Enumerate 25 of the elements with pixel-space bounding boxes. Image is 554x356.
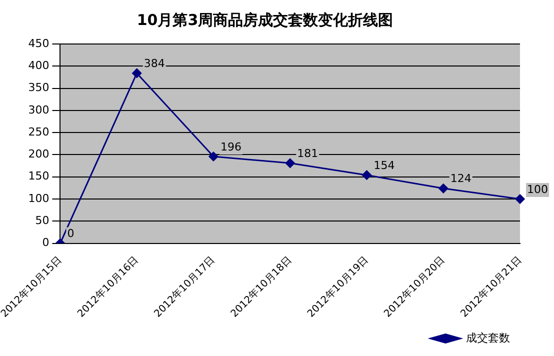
point (132, 68, 142, 78)
data-label: 154 (374, 158, 395, 172)
y-tick-label: 400 (28, 59, 50, 72)
point (362, 170, 372, 180)
y-tick-label: 150 (28, 170, 50, 183)
data-label: 124 (450, 172, 472, 186)
point (285, 158, 295, 168)
y-tick-label: 0 (42, 236, 50, 250)
point (515, 194, 525, 204)
point (438, 184, 448, 194)
data-label: 196 (220, 140, 242, 154)
chart-title: 10月第3周商品房成交套数变化折线图 (136, 10, 394, 29)
data-label: 384 (144, 57, 165, 70)
y-tick-label: 100 (28, 192, 50, 205)
data-label: 100 (527, 182, 548, 196)
data-label: 181 (297, 147, 318, 160)
point (208, 152, 218, 162)
y-tick-label: 300 (28, 103, 50, 116)
y-tick-label: 450 (28, 36, 50, 50)
data-label: 0 (67, 227, 74, 240)
y-tick-label: 50 (35, 214, 50, 228)
y-tick-label: 200 (28, 148, 50, 161)
legend-label: 成交套数 (466, 331, 510, 344)
y-tick-label: 350 (28, 81, 50, 94)
y-tick-label: 250 (28, 125, 50, 138)
